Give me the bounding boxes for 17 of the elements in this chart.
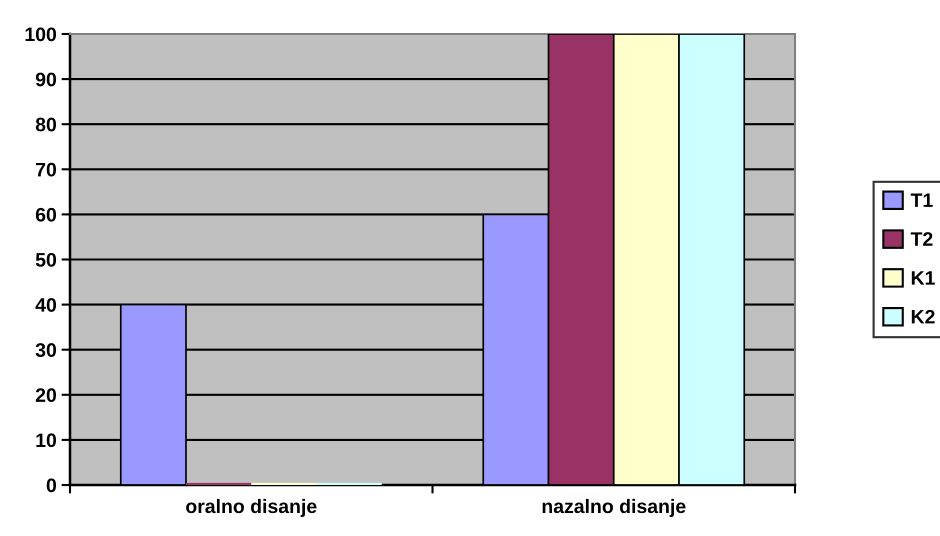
y-tick-label: 10 [36,433,56,448]
y-tick-label: 70 [36,162,56,177]
legend-label: T2 [910,232,932,246]
y-tick-label: 60 [36,208,56,222]
y-tick-label: 30 [36,343,56,357]
y-tick-label: 40 [35,298,56,312]
y-tick-label: 80 [36,118,56,132]
x-tick-label: nazalno disanje [542,498,686,518]
y-tick-label: 20 [36,388,56,402]
legend-label: T1 [910,194,933,207]
legend-label: K1 [912,271,935,285]
legend-label: K2 [912,310,935,324]
y-tick-label: 0 [46,478,56,492]
y-tick-label: 50 [36,252,56,267]
y-tick-label: 100 [26,27,56,42]
y-tick-label: 90 [36,72,56,86]
x-tick-label: oralno disanje [186,498,316,518]
